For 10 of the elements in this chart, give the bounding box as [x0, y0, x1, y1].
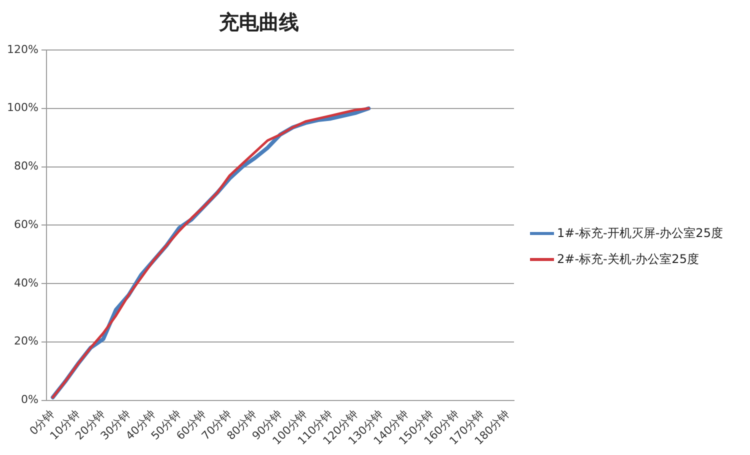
- y-tick-label: 60%: [14, 218, 38, 231]
- legend-label: 1#-标充-开机灭屏-办公室25度: [557, 225, 723, 242]
- chart-title: 充电曲线: [218, 10, 299, 34]
- y-tick-label: 80%: [14, 160, 38, 173]
- y-tick-label: 40%: [14, 276, 38, 290]
- y-tick-label: 0%: [20, 393, 38, 406]
- y-tick-label: 120%: [6, 42, 38, 56]
- y-tick-label: 100%: [6, 101, 38, 114]
- y-tick-label: 20%: [14, 334, 38, 348]
- legend-label: 2#-标充-关机-办公室25度: [557, 251, 699, 268]
